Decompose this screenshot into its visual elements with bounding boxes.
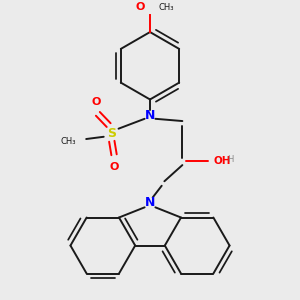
Text: O: O — [135, 2, 145, 12]
Text: CH₃: CH₃ — [60, 137, 76, 146]
Text: S: S — [107, 127, 116, 140]
Text: O: O — [92, 97, 101, 107]
Text: O: O — [110, 162, 119, 172]
Text: H: H — [227, 155, 233, 164]
Text: OH: OH — [213, 157, 231, 166]
Text: N: N — [145, 196, 155, 209]
Text: N: N — [145, 109, 155, 122]
Text: CH₃: CH₃ — [158, 3, 174, 12]
